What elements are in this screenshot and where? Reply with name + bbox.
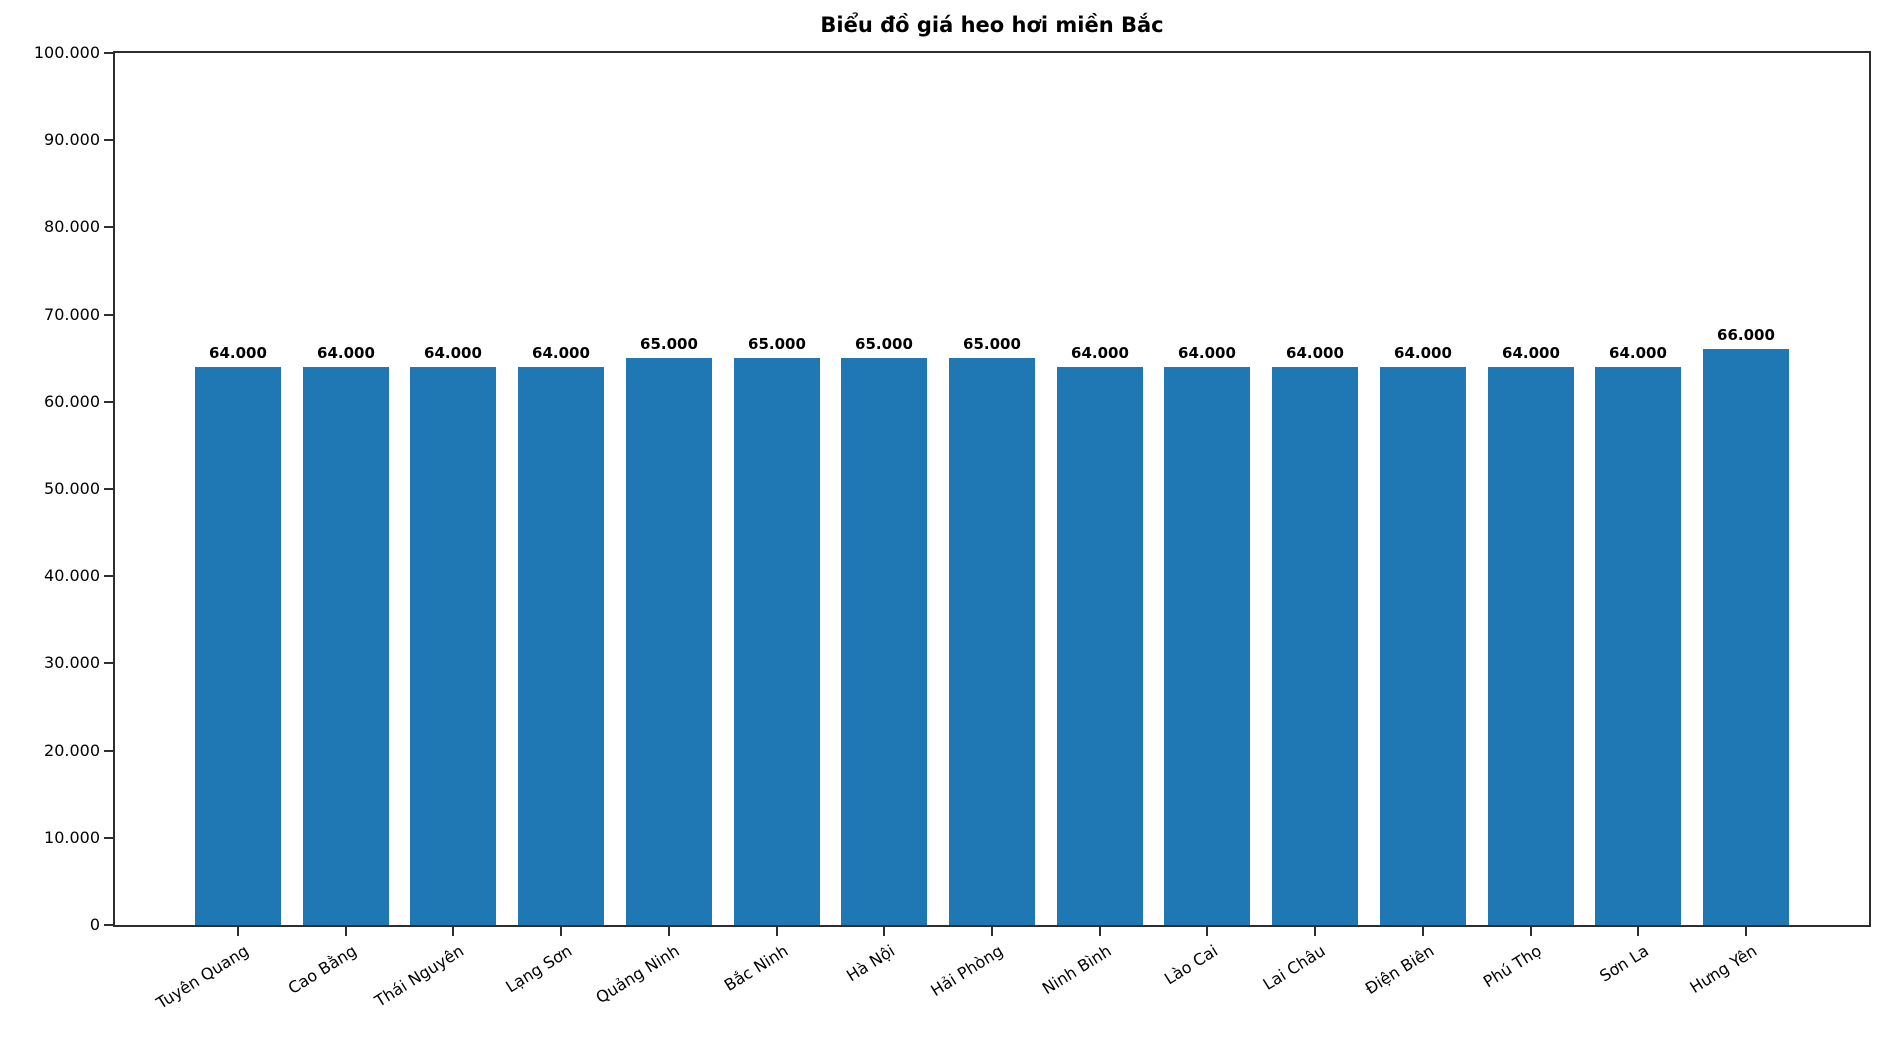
y-tick-label: 100.000 [33, 43, 100, 62]
x-tick [452, 927, 454, 936]
y-tick [104, 749, 113, 752]
y-tick [104, 836, 113, 839]
y-tick-label: 40.000 [44, 566, 100, 586]
y-tick [104, 575, 113, 578]
bar-value-label: 64.000 [1394, 344, 1452, 362]
x-tick [883, 927, 885, 936]
x-tick [237, 927, 239, 936]
bar [1380, 367, 1466, 925]
x-tick-label: Lai Châu [1260, 941, 1330, 994]
x-tick-label: Hà Nội [842, 941, 899, 986]
y-tick [104, 924, 113, 926]
x-tick [1745, 927, 1747, 936]
bar-value-label: 65.000 [640, 335, 698, 353]
x-tick-label: Cao Bằng [284, 941, 361, 998]
bar [1488, 367, 1574, 925]
y-tick [104, 226, 113, 229]
bar [1057, 367, 1143, 925]
x-tick [1422, 927, 1424, 936]
x-tick [1206, 927, 1208, 936]
y-tick-label: 0 [89, 915, 100, 934]
bar [626, 358, 712, 925]
bar-value-label: 64.000 [1502, 344, 1560, 362]
x-tick-label: Sơn La [1596, 941, 1653, 986]
bar [1595, 367, 1681, 925]
x-tick-label: Ninh Bình [1038, 941, 1115, 999]
x-tick [1314, 927, 1316, 936]
chart-title: Biểu đồ giá heo hơi miền Bắc [820, 13, 1164, 37]
x-tick-label: Hưng Yên [1686, 941, 1761, 997]
x-tick-label: Phú Thọ [1480, 941, 1546, 992]
x-tick [345, 927, 347, 936]
bar-value-label: 65.000 [963, 335, 1021, 353]
plot-area: 64.000 64.000 64.000 64.000 65.000 65.000 65.0… [113, 51, 1871, 927]
bar-value-label: 66.000 [1717, 326, 1775, 344]
bar [518, 367, 604, 925]
x-tick-label: Điện Biên [1361, 941, 1438, 999]
x-tick-label: Tuyên Quang [153, 941, 253, 1013]
y-tick [104, 52, 113, 54]
y-tick-label: 90.000 [44, 130, 100, 150]
x-tick-label: Lạng Sơn [502, 941, 576, 997]
y-tick [104, 313, 113, 316]
y-tick [104, 139, 113, 142]
x-tick-label: Thái Nguyên [371, 941, 468, 1011]
x-tick [560, 927, 562, 936]
bar-value-label: 64.000 [1286, 344, 1344, 362]
y-tick-label: 20.000 [44, 740, 100, 760]
x-tick [991, 927, 993, 936]
y-tick-label: 10.000 [44, 827, 100, 847]
bar [303, 367, 389, 925]
bar-value-label: 64.000 [317, 344, 375, 362]
x-tick [776, 927, 778, 936]
x-tick [1530, 927, 1532, 936]
bar [195, 367, 281, 925]
bar-value-label: 64.000 [532, 344, 590, 362]
bar [410, 367, 496, 925]
y-tick-label: 70.000 [44, 304, 100, 324]
y-tick-label: 30.000 [44, 653, 100, 673]
bar [841, 358, 927, 925]
y-tick [104, 400, 113, 403]
bar [1703, 349, 1789, 925]
y-tick-label: 50.000 [44, 479, 100, 498]
y-tick-label: 80.000 [44, 217, 100, 237]
bar [734, 358, 820, 925]
bar [949, 358, 1035, 925]
x-tick-label: Quảng Ninh [592, 941, 684, 1008]
x-tick [668, 927, 670, 936]
bar-value-label: 64.000 [209, 344, 267, 362]
bar-value-label: 64.000 [424, 344, 482, 362]
bar-value-label: 64.000 [1071, 344, 1129, 362]
y-tick-label: 60.000 [44, 391, 100, 411]
bar [1272, 367, 1358, 925]
bar [1164, 367, 1250, 925]
bar-value-label: 64.000 [1609, 344, 1667, 362]
y-tick [104, 662, 113, 665]
x-tick-label: Bắc Ninh [720, 941, 792, 995]
x-tick-label: Lào Cai [1160, 941, 1222, 989]
bar-value-label: 64.000 [1178, 344, 1236, 362]
x-tick-label: Hải Phòng [927, 941, 1007, 1001]
y-tick [104, 488, 113, 490]
x-tick [1099, 927, 1101, 936]
bar-value-label: 65.000 [748, 335, 806, 353]
x-tick [1637, 927, 1639, 936]
bar-value-label: 65.000 [855, 335, 913, 353]
